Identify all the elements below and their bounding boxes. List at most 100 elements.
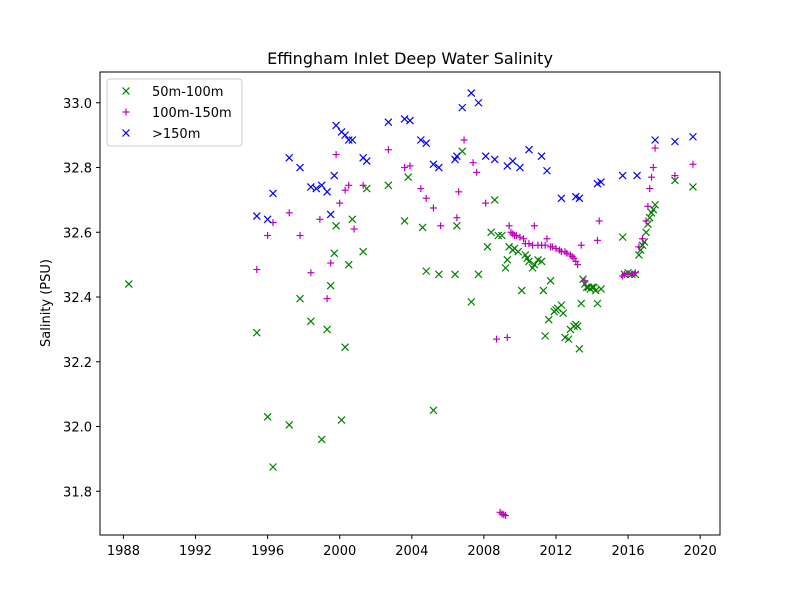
data-point bbox=[530, 222, 538, 230]
data-point bbox=[593, 299, 602, 308]
data-point bbox=[597, 178, 605, 187]
x-tick-label: 1992 bbox=[179, 544, 212, 559]
data-point bbox=[516, 163, 524, 172]
data-point bbox=[649, 205, 658, 214]
data-point bbox=[434, 163, 443, 172]
data-point bbox=[362, 157, 371, 165]
data-point bbox=[483, 242, 492, 251]
data-point bbox=[689, 160, 697, 168]
data-point bbox=[332, 121, 341, 130]
data-point bbox=[644, 202, 652, 210]
data-point bbox=[359, 247, 368, 256]
data-point bbox=[634, 251, 643, 259]
data-point bbox=[418, 223, 427, 232]
data-point bbox=[362, 184, 371, 193]
data-point bbox=[341, 186, 349, 194]
data-point bbox=[570, 254, 578, 262]
data-point bbox=[323, 295, 331, 303]
data-point bbox=[296, 232, 304, 240]
data-point bbox=[429, 406, 438, 415]
data-point bbox=[400, 217, 409, 225]
x-tick-label: 2000 bbox=[323, 544, 356, 559]
plot-area bbox=[124, 89, 697, 520]
legend-label: 100m-150m bbox=[152, 106, 232, 121]
axes-frame bbox=[99, 71, 721, 536]
data-point bbox=[593, 236, 601, 244]
legend-label: >150m bbox=[152, 127, 200, 142]
data-point bbox=[548, 243, 556, 251]
data-point bbox=[591, 286, 600, 295]
data-point bbox=[618, 171, 627, 180]
data-point bbox=[326, 281, 335, 290]
data-point bbox=[494, 231, 503, 240]
data-point bbox=[422, 194, 430, 202]
data-point bbox=[482, 199, 490, 207]
data-point bbox=[326, 210, 335, 219]
data-point bbox=[384, 118, 393, 127]
data-point bbox=[359, 181, 367, 189]
data-point bbox=[400, 115, 409, 123]
data-point bbox=[422, 267, 431, 276]
data-point bbox=[345, 181, 353, 189]
series-0 bbox=[124, 147, 697, 471]
data-point bbox=[497, 231, 506, 240]
data-point bbox=[467, 297, 476, 306]
data-point bbox=[525, 257, 533, 266]
data-point bbox=[651, 200, 660, 209]
data-point bbox=[633, 171, 642, 180]
data-point bbox=[416, 136, 425, 144]
x-tick-label: 2016 bbox=[612, 544, 645, 559]
data-point bbox=[467, 89, 476, 97]
data-point bbox=[384, 146, 392, 154]
data-point bbox=[330, 171, 339, 180]
data-point bbox=[552, 244, 560, 252]
data-point bbox=[344, 136, 353, 144]
data-point bbox=[317, 181, 326, 190]
data-point bbox=[269, 463, 277, 471]
data-point bbox=[572, 257, 580, 265]
data-point bbox=[487, 228, 496, 237]
data-point bbox=[285, 420, 294, 429]
data-point bbox=[508, 157, 517, 165]
data-point bbox=[525, 145, 533, 154]
data-point bbox=[556, 246, 564, 254]
data-point bbox=[473, 168, 481, 176]
data-point bbox=[460, 136, 468, 144]
data-point bbox=[631, 269, 639, 277]
data-point bbox=[671, 176, 679, 185]
data-point bbox=[640, 238, 649, 246]
data-point bbox=[348, 215, 357, 224]
data-point bbox=[350, 225, 358, 233]
data-point bbox=[451, 270, 459, 279]
data-point bbox=[568, 253, 576, 261]
data-point bbox=[307, 269, 315, 277]
data-point bbox=[252, 212, 261, 221]
data-point bbox=[490, 155, 499, 164]
data-point bbox=[323, 187, 332, 196]
y-tick-label: 32.0 bbox=[63, 421, 92, 436]
data-point bbox=[648, 173, 656, 181]
x-tick-label: 2012 bbox=[539, 544, 572, 559]
data-point bbox=[434, 270, 443, 279]
data-point bbox=[575, 194, 584, 203]
data-point bbox=[557, 301, 566, 310]
series-1 bbox=[253, 136, 697, 520]
legend-marker bbox=[122, 108, 130, 116]
x-axis: 1988 1992 1996 2000 2004 2008 2012 2016 2020 bbox=[107, 535, 717, 559]
data-point bbox=[539, 286, 548, 295]
data-point bbox=[422, 139, 431, 148]
y-tick-label: 32.6 bbox=[63, 226, 92, 241]
data-point bbox=[537, 257, 546, 266]
data-point bbox=[575, 344, 584, 353]
data-point bbox=[559, 309, 568, 318]
data-point bbox=[517, 286, 526, 295]
data-point bbox=[645, 213, 654, 222]
data-point bbox=[635, 243, 643, 251]
data-point bbox=[452, 221, 461, 230]
legend: 50m-100m 100m-150m >150m bbox=[106, 78, 243, 147]
data-point bbox=[348, 136, 357, 144]
data-point bbox=[689, 183, 697, 191]
data-point bbox=[401, 164, 409, 172]
data-point bbox=[437, 222, 445, 230]
